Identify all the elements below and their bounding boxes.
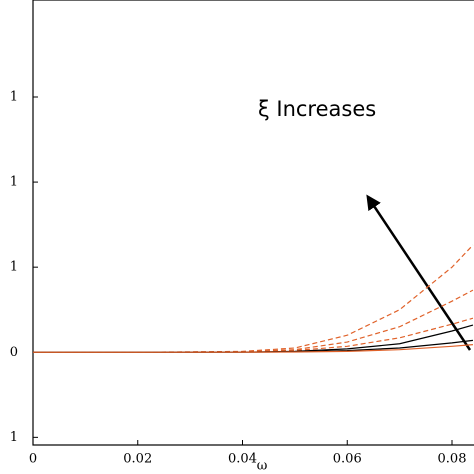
y-tick-label: 1	[10, 175, 18, 190]
x-tick-label: 0.02	[123, 452, 152, 467]
x-tick-label: 0.04	[228, 452, 257, 467]
y-tick-label: 0	[10, 345, 18, 360]
y-tick-label: 1	[10, 260, 18, 275]
y-tick-label: 1	[10, 89, 18, 104]
annotation: ξ Increases	[258, 97, 376, 121]
x-axis-label: ω	[257, 459, 268, 474]
x-tick-label: 0.08	[438, 452, 467, 467]
series-line	[33, 324, 474, 353]
x-tick-label: 0	[29, 452, 37, 467]
series-line	[33, 289, 474, 353]
arrow	[366, 194, 472, 351]
series-line	[33, 344, 474, 353]
plot-frame	[32, 0, 474, 446]
series-line	[33, 244, 474, 353]
y-tick-label: 1	[10, 430, 18, 445]
x-tick-label: 0.06	[333, 452, 362, 467]
